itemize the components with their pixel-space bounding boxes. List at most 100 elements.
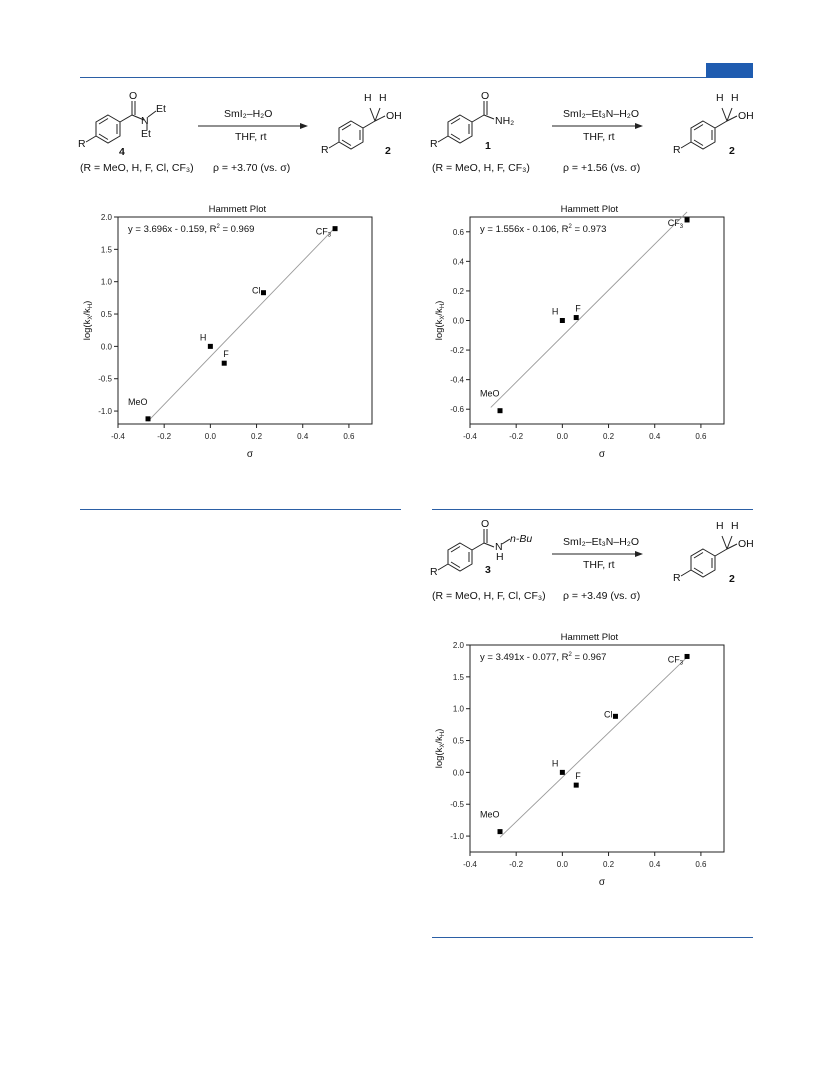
y-tick-label: -1.0 [450,832,464,841]
scheme-1: O N Et Et R 4 SmI₂–H₂O THF, rt H H OH R … [78,88,408,178]
rho-text: ρ = +1.56 (vs. σ) [563,162,641,174]
x-tick-label: 0.4 [649,860,661,869]
substrate-o-label: O [481,518,490,530]
y-tick-label: 2.0 [453,641,465,650]
fit-line [147,227,336,422]
y-tick-label: 0.6 [453,228,465,237]
y-tick-label: 0.4 [453,257,465,266]
reagent-bottom: THF, rt [235,131,267,143]
x-tick-label: -0.2 [157,432,171,441]
fit-line [490,211,688,408]
reagent-top: SmI₂–Et₃N–H₂O [563,108,640,120]
x-tick-label: 0.2 [603,432,615,441]
data-point-f [573,782,579,788]
substrate-o-label: O [129,90,138,102]
y-tick-label: -0.2 [450,346,464,355]
substrate-number: 3 [485,564,491,576]
product-number: 2 [729,145,735,157]
x-tick-label: 0.0 [557,432,569,441]
y-tick-label: -0.5 [98,375,112,384]
substrate-r-label: R [430,138,438,150]
point-label-meo: MeO [480,389,500,399]
substrate-nbu-label: n-Bu [510,533,533,545]
y-tick-label: -0.6 [450,405,464,414]
x-tick-label: 0.0 [557,860,569,869]
scheme-3-structures [437,529,738,578]
data-point-h [207,343,213,349]
conditions-text: (R = MeO, H, F, Cl, CF₃) [80,162,194,174]
section-rule-right [432,509,753,510]
substrate-et2-label: Et [141,128,151,140]
x-tick-label: 0.2 [251,432,263,441]
x-tick-label: -0.2 [509,432,523,441]
point-label-cf: CF3 [668,218,684,230]
plot-frame [469,216,725,425]
product-h1-label: H [716,92,724,104]
scheme-1-structures [85,101,386,150]
substrate-n-label: N [141,115,149,127]
scheme-2: O NH₂ R 1 SmI₂–Et₃N–H₂O THF, rt H H OH R… [430,88,760,178]
y-axis-label: log(kX/kH) [434,301,446,341]
point-label-cl: Cl [252,286,260,296]
product-r-label: R [673,144,681,156]
y-axis-label: log(kX/kH) [82,301,94,341]
substrate-h-label: H [496,551,504,563]
scheme-2-structures [437,101,738,150]
y-tick-label: 1.0 [453,705,465,714]
data-point-cf [684,217,690,223]
header-rule [80,77,753,78]
x-tick-label: 0.4 [649,432,661,441]
y-tick-label: 1.5 [453,673,465,682]
reagent-top: SmI₂–H₂O [224,108,273,120]
data-point-f [573,315,579,321]
y-tick-label: 1.0 [101,278,113,287]
hammett-chart-2: -0.4 -0.2 0.0 0.2 0.4 0.6 -0.6 -0.4 -0.2 0.0 0.2 0.… [434,204,725,460]
point-label-meo: MeO [128,397,148,407]
x-tick-label: 0.0 [205,432,217,441]
data-point-cf [684,653,690,659]
x-axis-label: σ [247,449,254,460]
point-label-f: F [575,771,581,781]
hammett-chart-1: -0.4 -0.2 0.0 0.2 0.4 0.6 -1.0 -0.5 0.0 0.5 1.0 1.5… [82,204,373,460]
plot-frame [469,644,725,853]
hammett-chart-3: -0.4 -0.2 0.0 0.2 0.4 0.6 -1.0 -0.5 0.0 0.5 1.0 1.5… [434,632,725,888]
reagent-bottom: THF, rt [583,559,615,571]
plot-frame [117,216,373,425]
data-point-meo [497,408,503,414]
substrate-nh2-label: NH₂ [495,115,515,127]
section-rule-bottom [432,937,753,938]
fit-line [499,656,688,838]
fit-equation: y = 3.696x - 0.159, R2 = 0.969 [128,224,254,235]
x-tick-label: 0.2 [603,860,615,869]
point-label-h: H [552,307,559,317]
y-tick-label: -0.4 [450,376,464,385]
product-h2-label: H [731,520,739,532]
y-tick-label: 0.0 [453,317,465,326]
page-tab-marker [706,63,753,78]
scheme-3: O N H n-Bu R 3 SmI₂–Et₃N–H₂O THF, rt H H… [430,516,760,606]
x-tick-label: 0.6 [695,432,707,441]
chart-title: Hammett Plot [561,204,619,215]
x-tick-label: 0.6 [343,432,355,441]
point-label-f: F [575,304,581,314]
point-label-h: H [200,332,207,342]
x-tick-label: 0.4 [297,432,309,441]
data-point-cf [332,226,338,232]
y-tick-label: 0.0 [101,342,113,351]
x-tick-label: 0.6 [695,860,707,869]
fit-equation: y = 1.556x - 0.106, R2 = 0.973 [480,224,606,235]
data-point-meo [145,416,151,422]
y-tick-label: 0.2 [453,287,465,296]
rho-text: ρ = +3.70 (vs. σ) [213,162,291,174]
product-h1-label: H [364,92,372,104]
y-tick-label: 2.0 [101,213,113,222]
data-point-h [559,318,565,323]
chart-title: Hammett Plot [561,632,619,643]
conditions-text: (R = MeO, H, F, CF₃) [432,162,530,174]
data-point-h [559,769,565,775]
product-number: 2 [385,145,391,157]
fit-equation: y = 3.491x - 0.077, R2 = 0.967 [480,652,606,663]
x-tick-label: -0.4 [111,432,125,441]
point-label-cf: CF3 [316,227,332,239]
data-point-cl [612,713,618,719]
